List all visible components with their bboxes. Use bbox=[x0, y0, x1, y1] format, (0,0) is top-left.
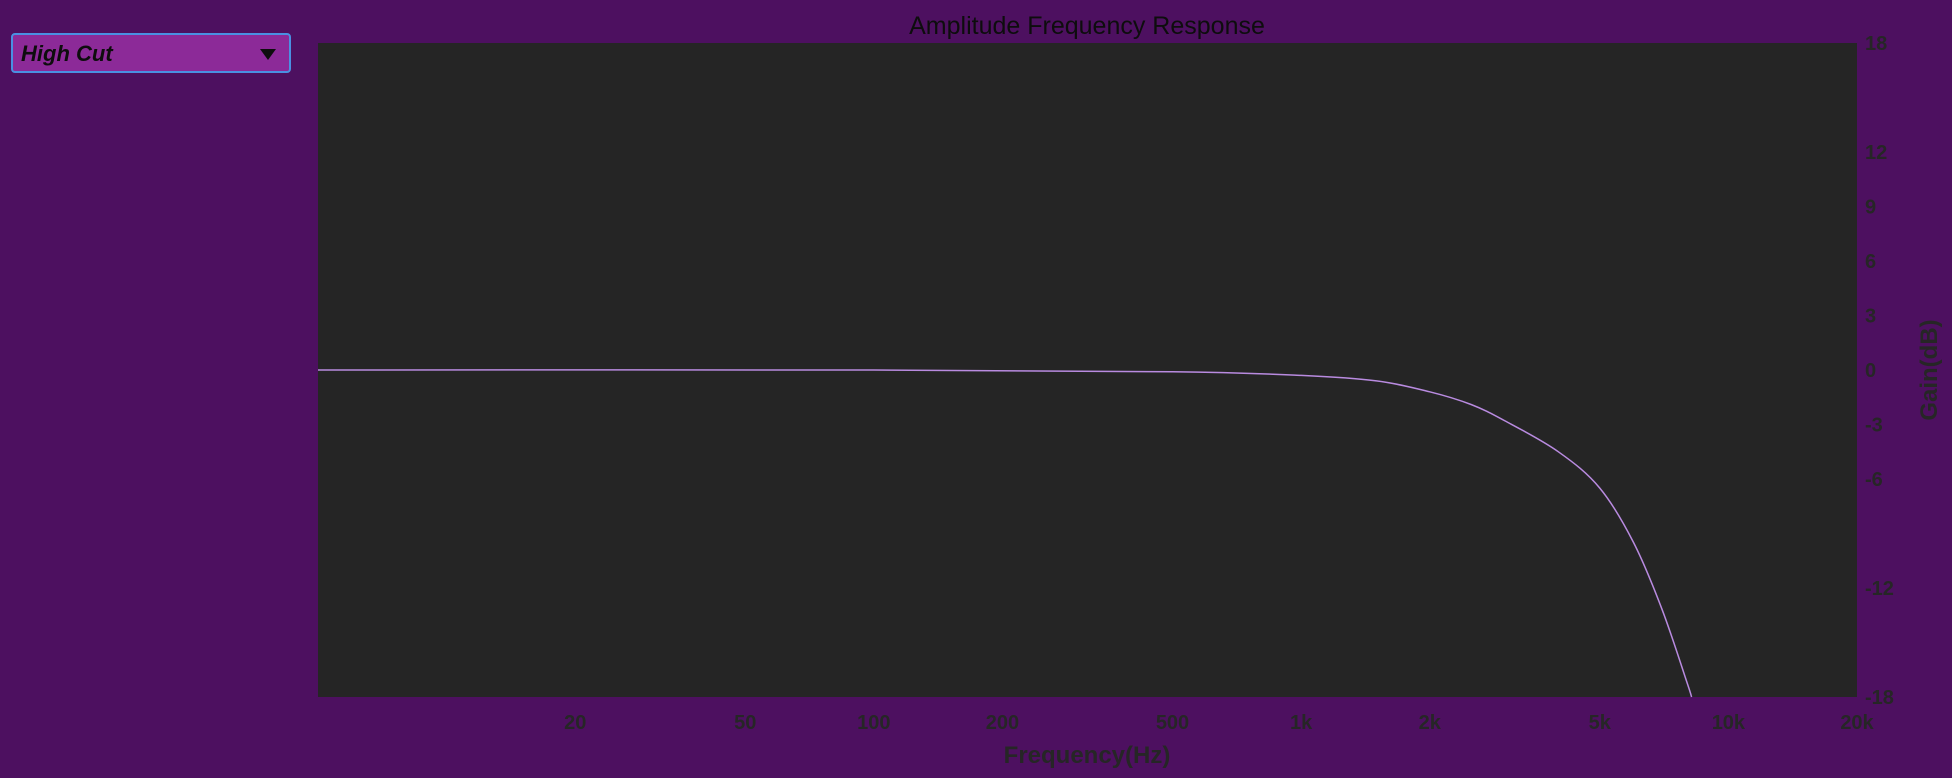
y-tick-label: 0 bbox=[1865, 360, 1876, 382]
x-tick-label: 1k bbox=[1290, 712, 1313, 734]
x-tick-label: 20k bbox=[1840, 712, 1874, 734]
x-tick-label: 20 bbox=[564, 712, 586, 734]
y-tick-label: 3 bbox=[1865, 306, 1876, 328]
x-tick-label: 200 bbox=[986, 712, 1019, 734]
x-tick-labels: 20 50 100 200 500 1k 2k 5k 10k 20k bbox=[564, 712, 1874, 734]
dropdown-arrow-icon bbox=[260, 49, 276, 60]
y-tick-label: 9 bbox=[1865, 197, 1876, 219]
x-tick-label: 2k bbox=[1419, 712, 1442, 734]
y-tick-label: -6 bbox=[1865, 469, 1883, 491]
x-tick-label: 5k bbox=[1589, 712, 1612, 734]
filter-type-select-value: High Cut bbox=[21, 41, 113, 66]
x-tick-label: 500 bbox=[1156, 712, 1189, 734]
y-axis-label: Gain(dB) bbox=[1916, 319, 1943, 420]
response-curve bbox=[317, 369, 1693, 698]
y-tick-label: 6 bbox=[1865, 251, 1876, 273]
chart-title: Amplitude Frequency Response bbox=[909, 12, 1265, 40]
y-tick-label: -18 bbox=[1865, 687, 1894, 709]
y-tick-label: 18 bbox=[1865, 33, 1887, 55]
filter-type-select[interactable]: High Cut bbox=[11, 33, 291, 73]
y-tick-label: -3 bbox=[1865, 415, 1883, 437]
x-tick-label: 10k bbox=[1712, 712, 1746, 734]
x-tick-label: 50 bbox=[734, 712, 756, 734]
y-tick-label: -12 bbox=[1865, 578, 1894, 600]
x-axis-label: Frequency(Hz) bbox=[1004, 742, 1171, 769]
x-tick-label: 100 bbox=[857, 712, 890, 734]
y-tick-labels: 18 12 9 6 3 0 -3 -6 -12 -18 bbox=[1865, 33, 1894, 709]
y-tick-label: 12 bbox=[1865, 142, 1887, 164]
